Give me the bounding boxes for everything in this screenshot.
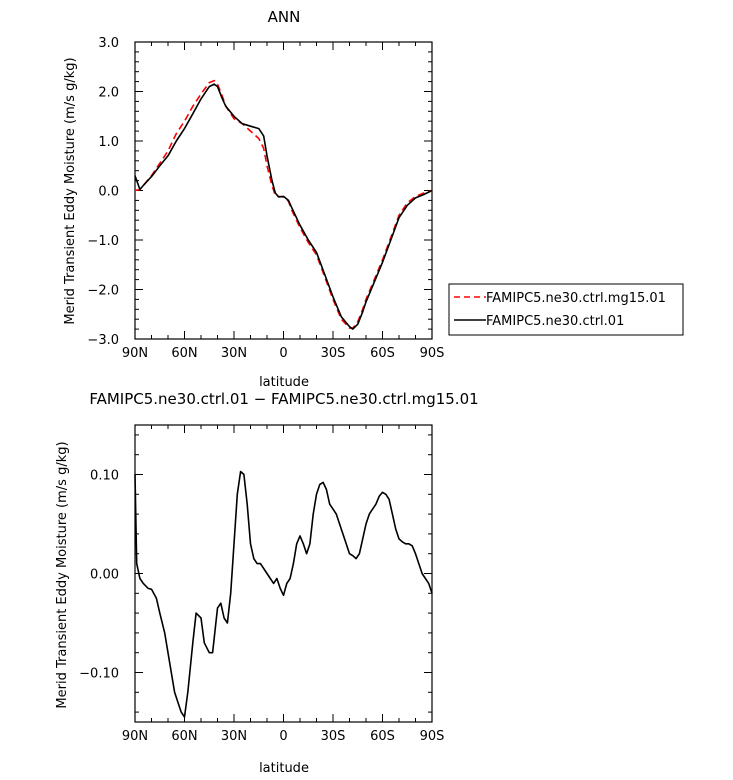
y-tick-label: −2.0: [87, 284, 119, 299]
x-tick-label: 30S: [321, 729, 346, 744]
y-tick-label: 1.0: [98, 135, 119, 150]
legend: FAMIPC5.ne30.ctrl.mg15.01 FAMIPC5.ne30.c…: [448, 283, 684, 336]
y-tick-label: 0.0: [98, 185, 119, 200]
top-chart-title: ANN: [268, 8, 301, 26]
bottom-y-axis-label: Merid Transient Eddy Moisture (m/s g/kg): [55, 441, 70, 708]
x-tick-label: 0: [279, 346, 287, 361]
x-tick-label: 30N: [221, 346, 247, 361]
series-line-difference: [134, 470, 433, 718]
x-tick-label: 90S: [420, 729, 445, 744]
bottom-plot-frame: [134, 424, 433, 723]
bottom-axis-ticks: 90N 60N 30N 0 30S 60S 90S 0.10 0.00 −0.10: [79, 425, 444, 744]
y-tick-label: −3.0: [87, 333, 119, 348]
x-tick-label: 0: [279, 729, 287, 744]
top-axis-ticks: 90N 60N 30N 0 30S 60S 90S 3.0 2.0 1.0 0.0 −1.0 −2.0 −…: [87, 36, 444, 361]
legend-label-mg15: FAMIPC5.ne30.ctrl.mg15.01: [486, 291, 666, 306]
y-tick-label: 0.10: [90, 469, 119, 484]
top-y-axis-label: Merid Transient Eddy Moisture (m/s g/kg): [63, 57, 78, 324]
x-tick-label: 60N: [171, 346, 197, 361]
x-tick-label: 30S: [321, 346, 346, 361]
series-line-FAMIPC5-ne30-ctrl-01: [134, 83, 433, 330]
top-plot-frame: [134, 41, 433, 340]
y-tick-label: −1.0: [87, 234, 119, 249]
y-tick-label: 0.00: [90, 568, 119, 583]
x-tick-label: 60S: [370, 346, 395, 361]
y-tick-label: −0.10: [79, 667, 119, 682]
x-tick-label: 30N: [221, 729, 247, 744]
x-tick-label: 90N: [122, 729, 148, 744]
x-tick-label: 90N: [122, 346, 148, 361]
bottom-x-axis-label: latitude: [259, 761, 309, 776]
y-tick-label: 3.0: [98, 36, 119, 51]
legend-frame: [448, 283, 684, 336]
top-panel: ANN 90N 60N 30N 0 30S 60S 90S 3.0 2.0 1.0 0.0 −1.0 −…: [63, 8, 444, 390]
bottom-panel: FAMIPC5.ne30.ctrl.01 − FAMIPC5.ne30.ctrl…: [55, 390, 479, 776]
top-x-axis-label: latitude: [259, 375, 309, 390]
bottom-chart-title: FAMIPC5.ne30.ctrl.01 − FAMIPC5.ne30.ctrl…: [89, 390, 478, 408]
x-tick-label: 60N: [171, 729, 197, 744]
y-tick-label: 2.0: [98, 86, 119, 101]
top-series-group: [134, 79, 433, 330]
legend-label-ctrl: FAMIPC5.ne30.ctrl.01: [486, 314, 624, 329]
x-tick-label: 90S: [420, 346, 445, 361]
bottom-series-group: [134, 470, 433, 718]
x-tick-label: 60S: [370, 729, 395, 744]
series-line-FAMIPC5-ne30-ctrl-mg15-01: [134, 79, 433, 329]
